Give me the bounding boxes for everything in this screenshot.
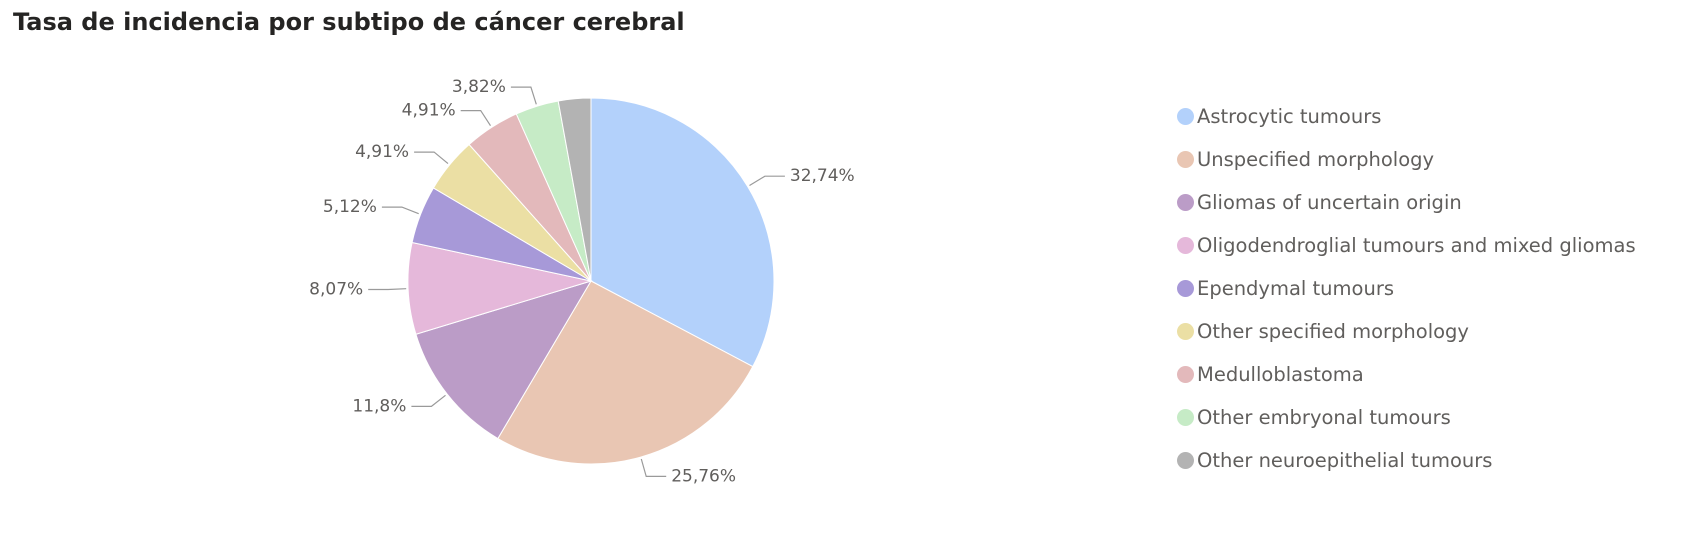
legend-item-gliomas-of-uncertain-origin[interactable]: Gliomas of uncertain origin [1177, 181, 1636, 224]
legend-item-unspecified-morphology[interactable]: Unspecified morphology [1177, 138, 1636, 181]
leader-line [640, 458, 667, 477]
pie-slice-unspecified-morphology[interactable] [497, 280, 754, 465]
legend-item-oligodendroglial-tumours-and-mixed-gliomas[interactable]: Oligodendroglial tumours and mixed gliom… [1177, 224, 1636, 267]
pie-slice-gliomas-of-uncertain-origin[interactable] [415, 280, 593, 440]
legend-label: Other neuroepithelial tumours [1197, 449, 1493, 472]
legend-label: Astrocytic tumours [1197, 105, 1382, 128]
legend-label: Other embryonal tumours [1197, 406, 1451, 429]
data-label: 8,07% [309, 280, 363, 300]
data-label: 4,91% [402, 101, 456, 121]
legend-marker [1177, 452, 1194, 469]
leader-line [381, 206, 419, 215]
legend-item-other-specified-morphology[interactable]: Other specified morphology [1177, 310, 1636, 353]
legend-marker [1177, 194, 1194, 211]
leader-line [414, 151, 449, 165]
chart-title: Tasa de incidencia por subtipo de cáncer… [13, 8, 685, 36]
leader-line [749, 175, 785, 187]
legend-item-other-embryonal-tumours[interactable]: Other embryonal tumours [1177, 396, 1636, 439]
legend-label: Ependymal tumours [1197, 277, 1394, 300]
legend-marker [1177, 108, 1194, 125]
leader-line [460, 109, 492, 127]
data-label: 32,74% [790, 166, 855, 186]
legend-marker [1177, 280, 1194, 297]
legend: Astrocytic tumours Unspecified morphology… [1177, 95, 1636, 482]
legend-label: Unspecified morphology [1197, 148, 1435, 171]
pie-slice-oligodendroglial-tumours-and-mixed-gliomas[interactable] [407, 241, 593, 335]
legend-marker [1177, 237, 1194, 254]
legend-label: Oligodendroglial tumours and mixed gliom… [1197, 234, 1636, 257]
data-label: 3,82% [452, 77, 506, 97]
leader-line [510, 86, 537, 105]
legend-item-medulloblastoma[interactable]: Medulloblastoma [1177, 353, 1636, 396]
legend-label: Medulloblastoma [1197, 363, 1364, 386]
legend-marker [1177, 409, 1194, 426]
legend-item-other-neuroepithelial-tumours[interactable]: Other neuroepithelial tumours [1177, 439, 1636, 482]
legend-item-astrocytic-tumours[interactable]: Astrocytic tumours [1177, 95, 1636, 138]
pie-slice-other-neuroepithelial-tumours[interactable] [557, 97, 592, 282]
legend-marker [1177, 323, 1194, 340]
data-label: 11,8% [352, 396, 406, 416]
data-label: 5,12% [323, 197, 377, 217]
legend-marker [1177, 366, 1194, 383]
leader-line [411, 394, 446, 407]
data-label: 4,91% [355, 142, 409, 162]
legend-label: Other specified morphology [1197, 320, 1469, 343]
leader-line [368, 288, 407, 291]
legend-label: Gliomas of uncertain origin [1197, 191, 1462, 214]
pie-slice-astrocytic-tumours[interactable] [590, 97, 775, 368]
legend-marker [1177, 151, 1194, 168]
data-label: 25,76% [671, 466, 736, 486]
legend-item-ependymal-tumours[interactable]: Ependymal tumours [1177, 267, 1636, 310]
